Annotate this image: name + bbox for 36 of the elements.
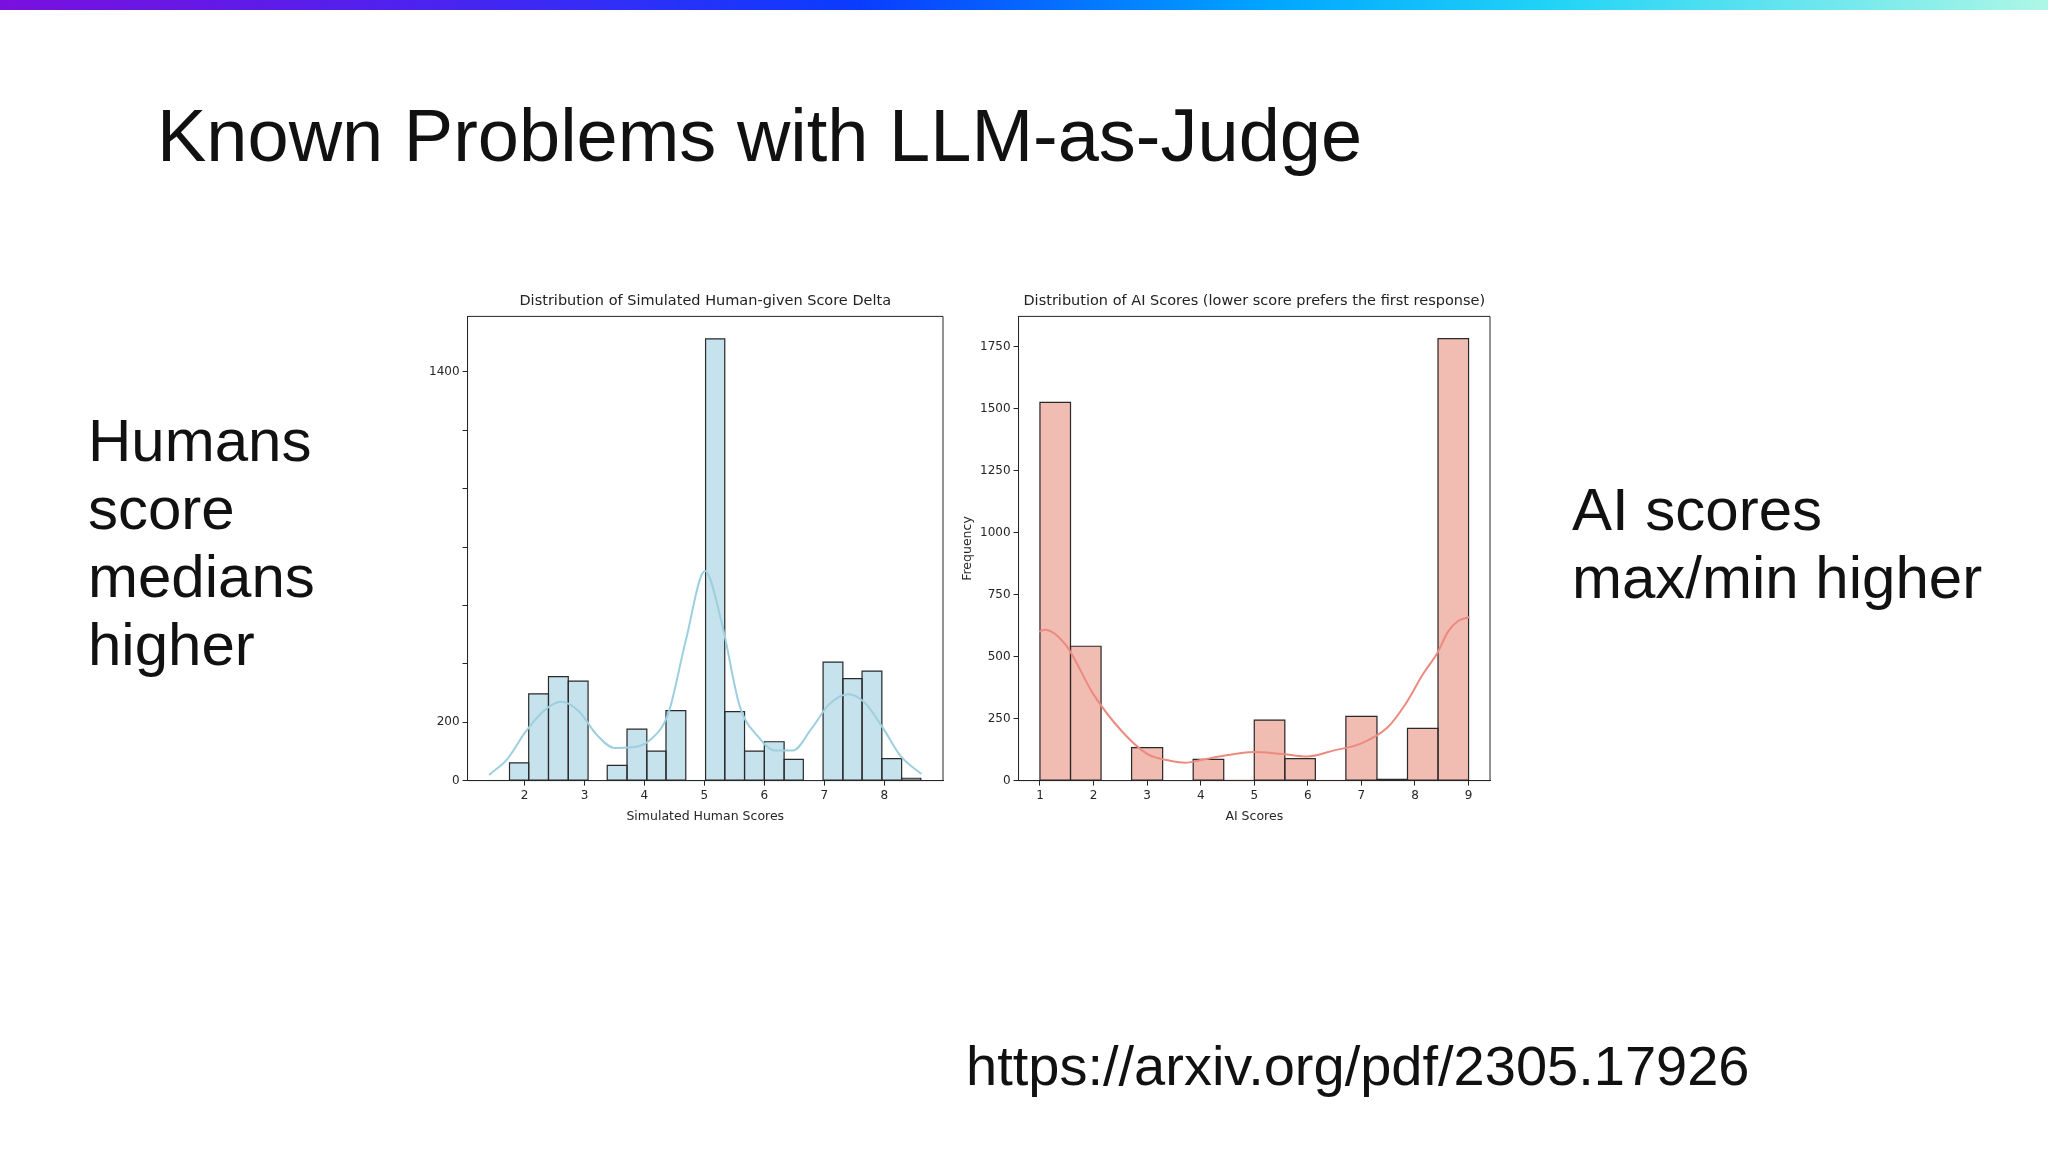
y-tick-label: 250	[987, 710, 1011, 725]
x-tick-label: 7	[1357, 787, 1366, 802]
y-tick-label: 1750	[979, 339, 1011, 354]
chart-title: Distribution of AI Scores (lower score prefers the first response)	[1023, 292, 1486, 309]
y-tick-label: 200	[436, 714, 460, 729]
chart-title: Distribution of Simulated Human-given Score Delta	[519, 292, 892, 309]
text: https://arxiv.org/pdf/2305.17926	[966, 1034, 1751, 1098]
text: AI scores max/min higher	[1572, 476, 1984, 612]
x-axis-title: Simulated Human Scores	[626, 807, 785, 823]
x-tick-label: 2	[520, 787, 529, 802]
x-tick-label: 4	[640, 787, 649, 802]
x-tick-label: 5	[700, 787, 709, 802]
x-tick-label: 3	[580, 787, 589, 802]
y-tick-label: 1400	[428, 364, 460, 378]
x-tick-label: 9	[1464, 787, 1473, 802]
y-tick-label: 750	[987, 586, 1011, 601]
x-tick-label: 8	[1411, 787, 1419, 802]
y-tick-label: 0	[451, 772, 460, 787]
x-tick-label: 8	[880, 787, 889, 802]
x-tick-label: 7	[820, 787, 829, 802]
y-tick-label: 1500	[979, 400, 1011, 415]
x-tick-label: 6	[760, 787, 769, 802]
x-tick-label: 1	[1036, 787, 1044, 802]
x-axis-title: AI Scores	[1225, 807, 1284, 823]
x-tick-label: 6	[1304, 787, 1312, 802]
x-tick-label: 4	[1196, 787, 1205, 802]
y-axis-title: Frequency	[958, 515, 974, 581]
y-tick-label: 500	[987, 648, 1011, 663]
x-tick-label: 2	[1089, 787, 1098, 802]
y-tick-label: 1000	[979, 524, 1011, 539]
text: Humans score medians higher	[88, 407, 316, 679]
text: Known Problems with LLM-as-Judge	[157, 93, 1363, 179]
x-tick-label: 5	[1250, 787, 1259, 802]
y-tick-label: 0	[1002, 772, 1011, 787]
x-tick-label: 3	[1143, 787, 1151, 802]
y-tick-label: 1250	[979, 462, 1011, 477]
